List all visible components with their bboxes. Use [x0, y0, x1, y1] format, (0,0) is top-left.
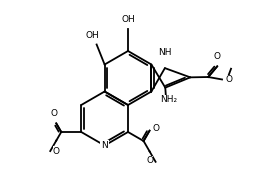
Text: O: O — [214, 52, 221, 61]
Text: OH: OH — [121, 15, 135, 24]
Text: NH₂: NH₂ — [160, 95, 177, 104]
Text: NH: NH — [159, 48, 172, 57]
Text: OH: OH — [86, 32, 100, 40]
Text: O: O — [146, 156, 153, 165]
Text: O: O — [152, 124, 160, 133]
Text: O: O — [53, 147, 60, 156]
Text: O: O — [51, 109, 58, 118]
Text: O: O — [225, 75, 232, 84]
Text: N: N — [101, 141, 108, 150]
